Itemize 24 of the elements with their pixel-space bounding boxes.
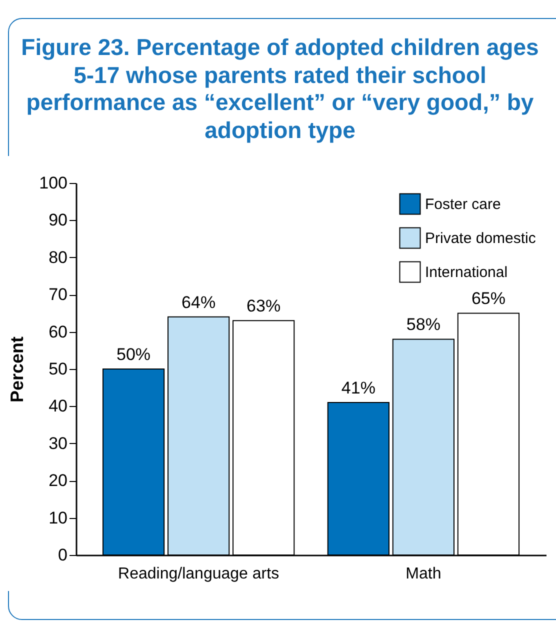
data-label: 63%: [246, 296, 281, 316]
y-tick-label: 10: [48, 508, 68, 528]
data-label: 50%: [116, 345, 151, 364]
data-label: 41%: [341, 378, 376, 398]
x-tick-label: Reading/language arts: [118, 566, 280, 582]
data-label: 58%: [406, 315, 440, 334]
y-tick-label: 90: [48, 210, 68, 230]
y-tick-label: 50: [48, 360, 68, 378]
x-tick-label: Math: [406, 566, 442, 582]
y-tick-label: 80: [48, 248, 68, 267]
y-axis-title: Percent: [7, 336, 28, 403]
legend-label: Foster care: [425, 196, 501, 213]
y-tick-label: 40: [48, 396, 68, 416]
data-label: 64%: [182, 292, 216, 312]
legend-label: International: [425, 264, 508, 281]
legend-label: Private domestic: [425, 230, 536, 247]
y-tick-label: 100: [39, 174, 68, 192]
y-tick-label: 30: [48, 434, 68, 453]
y-tick-label: 70: [48, 285, 68, 304]
data-label: 65%: [471, 289, 506, 308]
y-tick-label: 0: [58, 546, 68, 564]
y-tick-label: 20: [48, 471, 68, 490]
chart-title: Figure 23. Percentage of adopted children ages 5-17 whose parents rated their school performance as “excellent” or “very good,” by adoption type: [20, 34, 540, 144]
y-tick-label: 60: [48, 322, 68, 342]
